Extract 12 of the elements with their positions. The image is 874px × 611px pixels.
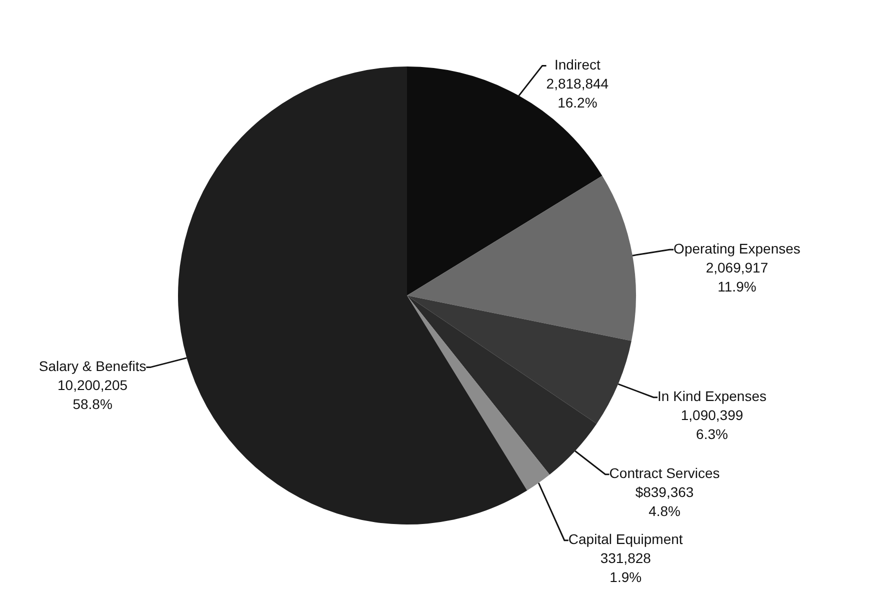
slice-label: Salary & Benefits [38, 358, 146, 374]
slice-label: Operating Expenses [674, 240, 800, 256]
data-label: 331,828 1.9% [600, 550, 652, 586]
slice-label: In Kind Expenses [658, 388, 766, 404]
data-label: 2,818,844 16.2% [546, 76, 609, 111]
data-label: $839,363 4.8% [635, 484, 694, 520]
slice-label: Capital Equipment [568, 531, 683, 548]
slice-label: Indirect [554, 56, 600, 73]
slice-label: Contract Services [609, 465, 720, 482]
data-label: 1,090,399 6.3% [680, 407, 744, 442]
data-label: 2,069,917 11.9% [706, 259, 768, 294]
data-label: 10,200,205 58.8% [58, 377, 128, 412]
